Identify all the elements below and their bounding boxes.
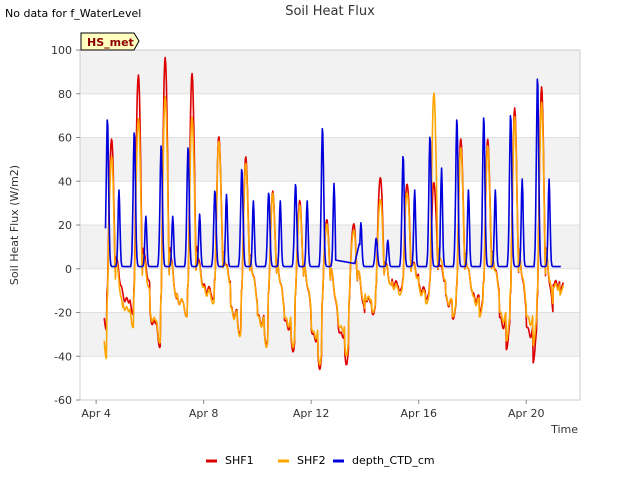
y-tick-label: 80	[58, 88, 72, 101]
x-tick-label: Apr 20	[508, 407, 545, 420]
y-tick-label: -20	[54, 307, 72, 320]
x-axis-ticks: Apr 4 Apr 8 Apr 12 Apr 16 Apr 20	[81, 400, 545, 420]
y-axis-label: Soil Heat Flux (W/m2)	[8, 165, 21, 285]
chart-title: Soil Heat Flux	[285, 4, 375, 19]
badge-shape	[80, 32, 140, 51]
series-line-shf2	[103, 92, 565, 366]
background-bands	[80, 50, 580, 357]
band	[80, 312, 580, 357]
x-tick-label: Apr 8	[189, 407, 219, 420]
band	[80, 50, 580, 94]
series-line-depth-ctd-cm	[104, 78, 562, 268]
y-tick-label: -60	[54, 394, 72, 407]
legend: SHF1 SHF2 depth_CTD_cm	[206, 454, 435, 467]
y-tick-label: 100	[51, 44, 72, 57]
x-axis-label: Time	[550, 423, 578, 436]
y-tick-label: 40	[58, 175, 72, 188]
y-tick-label: 20	[58, 219, 72, 232]
y-axis-ticks: -60 -40 -20 0 20 40 60 80 100	[51, 44, 80, 407]
x-tick-label: Apr 4	[81, 407, 111, 420]
legend-label: SHF1	[225, 454, 254, 467]
legend-label: depth_CTD_cm	[352, 454, 435, 467]
badge-label: HS_met	[87, 36, 134, 49]
legend-label: SHF2	[297, 454, 326, 467]
band	[80, 137, 580, 182]
y-tick-label: 60	[58, 132, 72, 145]
series-layer	[103, 56, 565, 371]
x-tick-label: Apr 12	[293, 407, 330, 420]
y-tick-label: 0	[65, 263, 72, 276]
site-badge: HS_met	[80, 32, 140, 51]
y-tick-label: -40	[54, 350, 72, 363]
x-tick-label: Apr 16	[400, 407, 437, 420]
no-data-notice: No data for f_WaterLevel	[5, 7, 142, 20]
